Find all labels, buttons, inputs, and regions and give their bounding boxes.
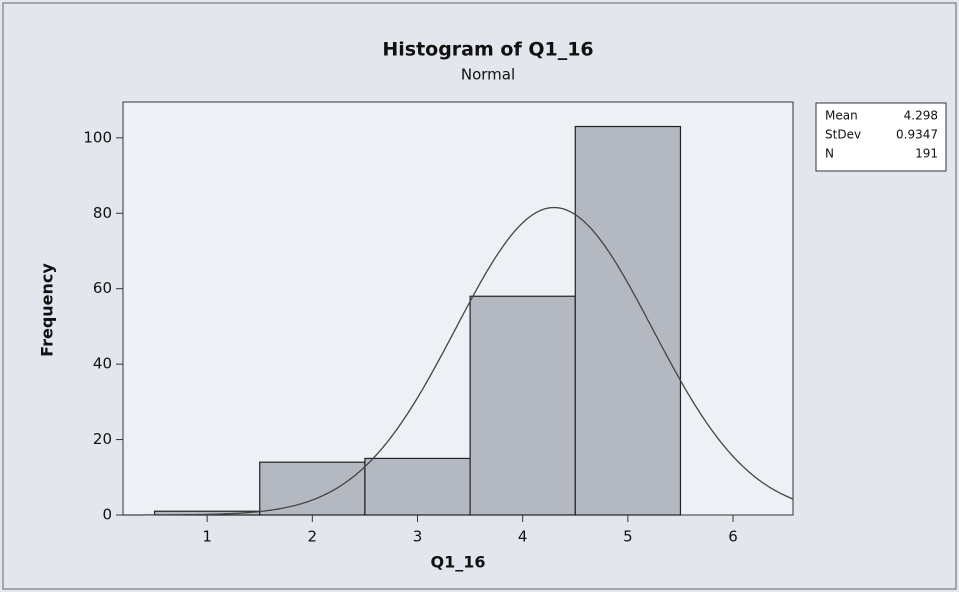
x-axis-label: Q1_16 bbox=[431, 553, 486, 572]
normal-curve bbox=[123, 206, 794, 516]
bar bbox=[469, 295, 576, 516]
y-tick-label: 40 bbox=[93, 355, 112, 373]
y-tick-label: 80 bbox=[93, 204, 112, 222]
stats-value: 4.298 bbox=[904, 109, 938, 123]
stats-label: N bbox=[825, 147, 834, 161]
y-tick-label: 0 bbox=[102, 506, 112, 524]
stats-label: Mean bbox=[825, 109, 858, 123]
bar bbox=[259, 461, 366, 516]
chart-subtitle: Normal bbox=[461, 66, 515, 84]
bar bbox=[574, 125, 682, 516]
x-tick-label: 2 bbox=[308, 528, 318, 546]
x-tick-label: 5 bbox=[623, 528, 633, 546]
y-tick-label: 100 bbox=[83, 128, 112, 146]
stats-value: 0.9347 bbox=[896, 128, 938, 142]
y-tick-label: 20 bbox=[93, 430, 112, 448]
x-tick-label: 1 bbox=[202, 528, 212, 546]
stats-label: StDev bbox=[825, 128, 861, 142]
stats-box bbox=[815, 102, 947, 172]
y-tick-label: 60 bbox=[93, 279, 112, 297]
bar bbox=[364, 457, 471, 516]
plot-area bbox=[122, 101, 794, 516]
y-axis-label: Frequency bbox=[38, 263, 57, 357]
stats-value: 191 bbox=[915, 147, 938, 161]
x-tick-label: 4 bbox=[518, 528, 528, 546]
x-tick-label: 3 bbox=[413, 528, 423, 546]
chart-title: Histogram of Q1_16 bbox=[382, 39, 593, 61]
x-tick-label: 6 bbox=[728, 528, 738, 546]
